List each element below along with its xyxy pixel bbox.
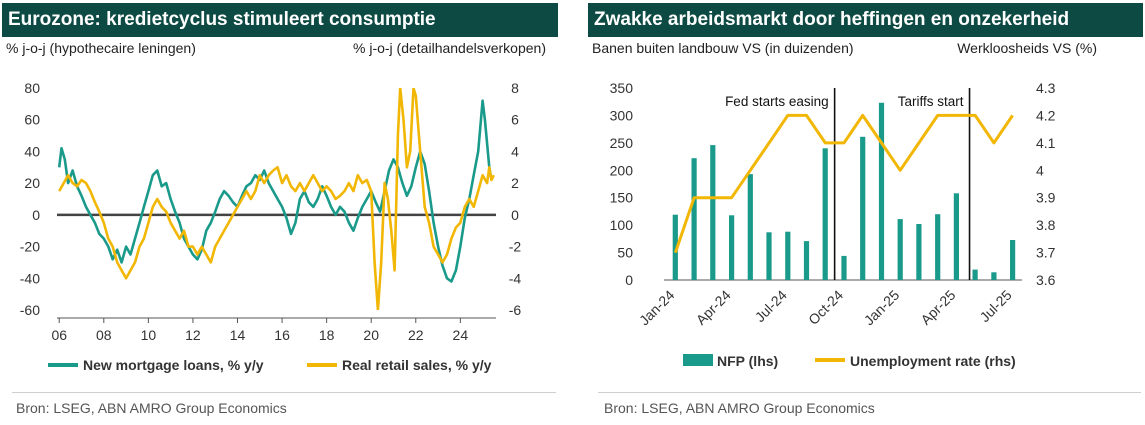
nfp-bar	[766, 232, 772, 280]
x-tick-label: Jul-25	[976, 287, 1014, 325]
x-tick-label: 16	[274, 327, 290, 343]
y-tick-label-right: 3.6	[1036, 272, 1056, 288]
y-tick-label-right: 4.3	[1036, 80, 1056, 96]
legend-label-mortgage: New mortgage loans, % y/y	[83, 357, 264, 373]
right-source-note: Bron: LSEG, ABN AMRO Group Economics	[604, 400, 875, 416]
y-tick-label-right: -2	[509, 239, 522, 255]
tariffs-label: Tariffs start	[898, 94, 964, 109]
nfp-bar	[953, 193, 959, 280]
x-tick-label: 22	[408, 327, 424, 343]
x-tick-label: Jan-24	[636, 287, 678, 329]
y-tick-label-right: 3.8	[1036, 217, 1056, 233]
y-tick-label-left: 80	[24, 80, 40, 96]
right-axis-label-secondary: Werkloosheids VS (%)	[957, 40, 1097, 56]
x-tick-label: 06	[51, 327, 67, 343]
nfp-unemployment-chart: 350 300 250 200 150 100 50 0 4.3 4.2 4.1 4 3.9 3.8 3.7…	[610, 80, 1056, 369]
left-source-note: Bron: LSEG, ABN AMRO Group Economics	[16, 400, 287, 416]
nfp-bar	[672, 214, 678, 280]
x-tick-label: Jan-25	[861, 287, 903, 329]
nfp-bar	[935, 214, 941, 280]
y-tick-label-left: -40	[20, 270, 40, 286]
left-chart-panel: Eurozone: kredietcyclus stimuleert consu…	[0, 0, 560, 425]
nfp-bar	[785, 231, 791, 280]
x-tick-label: Oct-24	[805, 287, 846, 328]
left-chart-title: Eurozone: kredietcyclus stimuleert consu…	[2, 3, 558, 37]
nfp-bar	[691, 158, 697, 280]
y-tick-label-right: 4	[511, 143, 519, 159]
y-tick-label-right: 3.7	[1036, 245, 1056, 261]
y-tick-label-left: 200	[610, 162, 634, 178]
right-chart-panel: Zwakke arbeidsmarkt door heffingen en on…	[586, 0, 1145, 425]
unemployment-line	[673, 113, 1014, 254]
nfp-bar	[860, 136, 866, 280]
nfp-bar	[729, 215, 735, 280]
x-tick-label: Apr-25	[918, 287, 959, 328]
legend-label-unemployment: Unemployment rate (rhs)	[850, 353, 1016, 369]
x-tick-label: 20	[363, 327, 379, 343]
y-tick-label-right: 4.1	[1036, 135, 1056, 151]
y-tick-label-left: -60	[20, 302, 40, 318]
nfp-bar	[710, 145, 716, 280]
legend-swatch-nfp	[683, 354, 713, 366]
nfp-bar	[803, 241, 810, 280]
y-tick-label-left: -20	[20, 239, 40, 255]
y-tick-label-left: 150	[610, 190, 634, 206]
x-tick-label: 18	[319, 327, 335, 343]
y-tick-label-left: 100	[610, 217, 634, 233]
y-tick-label-right: -4	[509, 270, 522, 286]
right-source-divider	[598, 392, 1141, 393]
nfp-bar	[1010, 240, 1016, 280]
nfp-bar	[972, 269, 978, 280]
left-source-divider	[12, 392, 556, 393]
nfp-bar	[822, 148, 828, 280]
y-tick-label-right: 2	[511, 175, 519, 191]
y-tick-label-left: 300	[610, 107, 634, 123]
nfp-bar	[916, 224, 922, 280]
nfp-bar	[878, 102, 885, 280]
left-axis-label-secondary: % j-o-j (detailhandelsverkopen)	[353, 40, 546, 56]
mortgage-loans-line	[57, 99, 493, 283]
x-tick-label: 08	[96, 327, 112, 343]
fed-easing-label: Fed starts easing	[725, 94, 829, 109]
y-tick-label-left: 40	[24, 143, 40, 159]
nfp-bar	[991, 272, 997, 280]
x-tick-label: 14	[230, 327, 246, 343]
y-tick-label-left: 60	[24, 112, 40, 128]
right-axis-label-primary: Banen buiten landbouw VS (in duizenden)	[592, 40, 854, 56]
y-tick-label-left: 350	[610, 80, 634, 96]
legend-label-nfp: NFP (lhs)	[717, 353, 778, 369]
x-tick-label: 24	[453, 327, 469, 343]
nfp-bar	[841, 255, 847, 280]
y-tick-label-right: 4.2	[1036, 107, 1056, 123]
y-tick-label-left: 250	[610, 135, 634, 151]
nfp-bar	[897, 219, 903, 280]
y-tick-label-left: 0	[32, 207, 40, 223]
left-axis-label-primary: % j-o-j (hypothecaire leningen)	[6, 40, 196, 56]
y-tick-label-left: 50	[617, 245, 633, 261]
y-tick-label-right: 0	[511, 207, 519, 223]
y-tick-label-right: 4	[1036, 162, 1044, 178]
y-tick-label-left: 0	[625, 272, 633, 288]
y-tick-label-right: 6	[511, 112, 519, 128]
retail-sales-line	[58, 88, 495, 310]
x-tick-label: 12	[185, 327, 201, 343]
legend-label-retail: Real retail sales, % y/y	[342, 357, 492, 373]
y-tick-label-right: 8	[511, 80, 519, 96]
x-tick-label: Jul-24	[752, 287, 790, 325]
nfp-bar	[747, 174, 753, 280]
x-tick-label: 10	[141, 327, 157, 343]
y-tick-label-right: -6	[509, 302, 522, 318]
right-chart-title: Zwakke arbeidsmarkt door heffingen en on…	[588, 3, 1143, 37]
y-tick-label-left: 20	[24, 175, 40, 191]
x-tick-label: Apr-24	[693, 287, 734, 328]
y-tick-label-right: 3.9	[1036, 190, 1056, 206]
